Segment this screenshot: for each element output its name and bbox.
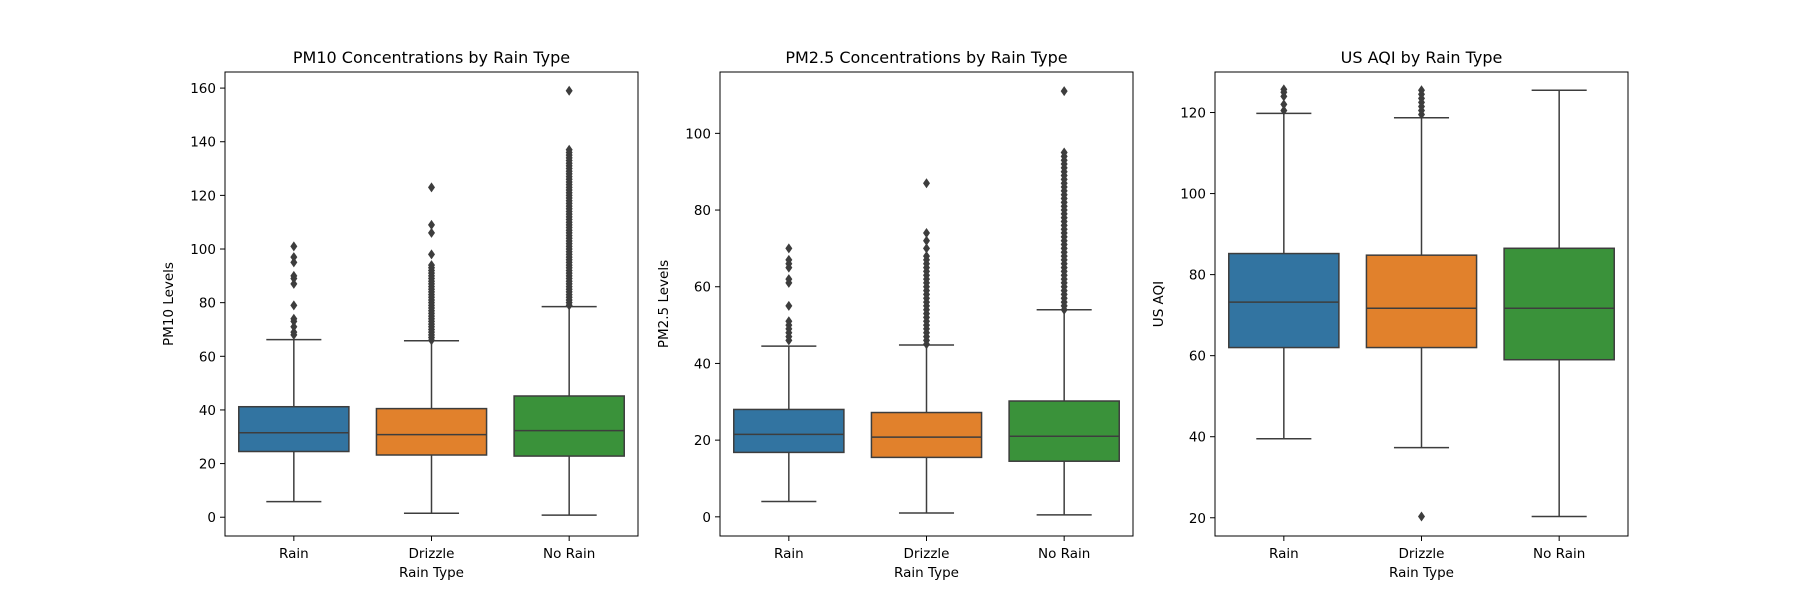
outlier-point (290, 270, 298, 281)
box-body (733, 408, 845, 454)
outlier-point (1060, 147, 1068, 158)
outlier-point (565, 144, 573, 155)
chart-title: US AQI by Rain Type (1341, 48, 1503, 67)
y-tick-label: 100 (685, 126, 711, 142)
y-tick-label: 20 (694, 433, 711, 449)
outlier-point (923, 178, 930, 189)
y-tick-label: 0 (702, 510, 711, 526)
box-body (1503, 247, 1615, 361)
box-rain (733, 243, 845, 503)
y-tick-label: 160 (190, 81, 216, 97)
outlier-point (923, 228, 930, 239)
x-tick-label: Drizzle (409, 546, 455, 562)
outlier-point (1280, 105, 1288, 116)
outlier-point (923, 243, 930, 254)
box-rain (238, 241, 350, 503)
x-tick-label: No Rain (1038, 546, 1090, 562)
box-rain (1228, 84, 1340, 440)
box-drizzle (870, 178, 983, 514)
chart-panel-1: 0 20 40 60 80 100 120 140 160 Rain Drizzle No Rain P… (161, 48, 639, 581)
outlier-point (923, 235, 930, 246)
box-body (1365, 254, 1478, 349)
y-axis-label: PM2.5 Levels (656, 260, 672, 348)
outlier-point (1280, 84, 1288, 95)
y-tick-label: 80 (1189, 268, 1206, 284)
box-no-rain (513, 85, 625, 516)
y-tick-label: 40 (199, 403, 216, 419)
y-tick-label: 100 (1180, 187, 1206, 203)
box-drizzle (375, 182, 488, 514)
outlier-point (785, 300, 793, 311)
x-tick-label: No Rain (1533, 546, 1585, 562)
outlier-point (290, 321, 298, 332)
outlier-point (565, 85, 573, 96)
y-tick-label: 120 (1180, 106, 1206, 122)
x-tick-label: Drizzle (1399, 546, 1445, 562)
y-tick-label: 0 (207, 510, 216, 526)
outlier-point (785, 316, 793, 327)
box-drizzle (1365, 85, 1478, 522)
outlier-point (785, 254, 793, 265)
y-axis-label: PM10 Levels (161, 262, 177, 346)
outlier-point (290, 327, 298, 338)
y-tick-label: 140 (190, 135, 216, 151)
y-tick-label: 40 (694, 356, 711, 372)
box-body (375, 407, 488, 456)
outlier-point (428, 249, 435, 260)
box-body (1228, 252, 1340, 349)
outlier-point (923, 251, 930, 262)
chart-title: PM10 Concentrations by Rain Type (293, 48, 570, 67)
outlier-point (428, 182, 435, 193)
outlier-point (785, 274, 793, 285)
x-tick-label: Drizzle (904, 546, 950, 562)
y-tick-label: 80 (199, 296, 216, 312)
x-axis-label: Rain Type (1389, 565, 1454, 581)
outlier-point (290, 252, 298, 263)
outlier-point (428, 260, 435, 271)
outlier-point (290, 241, 298, 252)
outlier-point (1418, 85, 1425, 96)
x-tick-label: Rain (1269, 546, 1299, 562)
outlier-point (1418, 511, 1425, 522)
y-tick-label: 20 (199, 457, 216, 473)
outlier-point (290, 257, 298, 268)
box-body (1008, 400, 1120, 462)
box-body (238, 405, 350, 453)
x-tick-label: Rain (279, 546, 309, 562)
x-tick-label: No Rain (543, 546, 595, 562)
box-no-rain (1008, 86, 1120, 516)
box-body (513, 395, 625, 457)
y-tick-label: 60 (694, 280, 711, 296)
y-tick-label: 60 (1189, 349, 1206, 365)
chart-panel-3: 20 40 60 80 100 120 Rain Drizzle No Rain US AQI b… (1151, 48, 1629, 581)
outlier-point (428, 227, 435, 238)
y-tick-label: 120 (190, 188, 216, 204)
outlier-point (290, 313, 298, 324)
box-body (870, 411, 983, 459)
x-axis-label: Rain Type (399, 565, 464, 581)
y-tick-label: 100 (190, 242, 216, 258)
box-no-rain (1503, 89, 1615, 518)
outlier-point (290, 300, 298, 311)
chart-title: PM2.5 Concentrations by Rain Type (785, 48, 1067, 67)
outlier-point (785, 243, 793, 254)
y-tick-label: 60 (199, 349, 216, 365)
chart-panel-2: 0 20 40 60 80 100 Rain Drizzle No Rain PM2.5 Conc… (656, 48, 1134, 581)
y-tick-label: 80 (694, 203, 711, 219)
x-tick-label: Rain (774, 546, 804, 562)
y-tick-label: 20 (1189, 511, 1206, 527)
outlier-point (1060, 86, 1068, 97)
outlier-point (428, 219, 435, 230)
outlier-point (1280, 99, 1288, 110)
outlier-point (290, 278, 298, 289)
y-tick-label: 40 (1189, 430, 1206, 446)
y-axis-label: US AQI (1151, 281, 1167, 327)
x-axis-label: Rain Type (894, 565, 959, 581)
